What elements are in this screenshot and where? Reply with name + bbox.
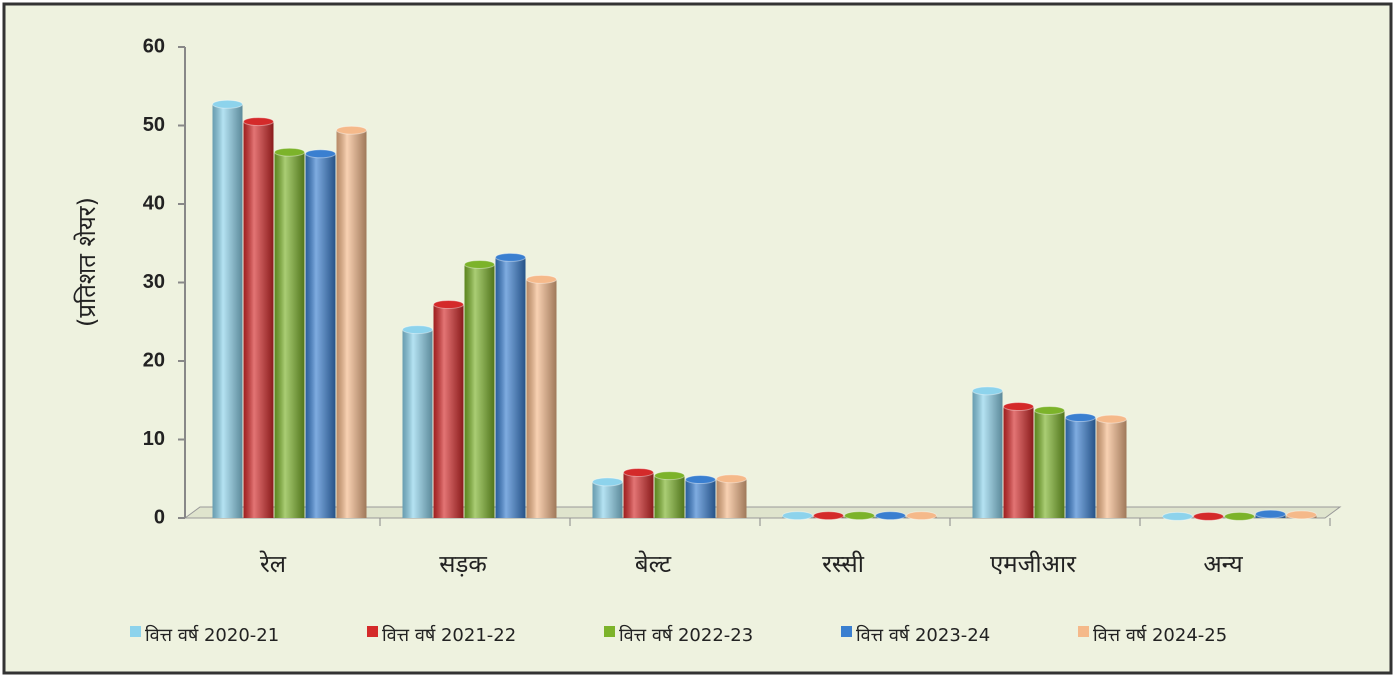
bar-top <box>654 471 685 481</box>
bar-top <box>305 149 336 159</box>
legend-label: वित्त वर्ष 2021-22 <box>382 624 516 646</box>
y-tick-label: 50 <box>143 114 165 136</box>
y-tick-label: 40 <box>143 192 165 214</box>
bar-top <box>1065 413 1096 423</box>
bar-top <box>844 511 875 521</box>
y-tick-label: 10 <box>143 428 165 450</box>
bar-top <box>685 475 716 485</box>
legend-swatch <box>1078 626 1089 637</box>
bar-top <box>1193 511 1224 521</box>
y-tick-label: 60 <box>143 35 165 57</box>
y-tick-label: 20 <box>143 349 165 371</box>
x-tick-label: रस्सी <box>822 550 865 578</box>
bar-shade <box>623 472 654 518</box>
legend-swatch <box>130 626 141 637</box>
x-tick-label: रेल <box>259 550 287 578</box>
bar-top <box>1034 405 1065 415</box>
bar-shade <box>654 475 685 518</box>
legend-swatch <box>604 626 615 637</box>
bar-shade <box>495 257 526 518</box>
legend-label: वित्त वर्ष 2024-25 <box>1093 624 1227 646</box>
bar-top <box>623 467 654 477</box>
bar-shade <box>972 390 1003 518</box>
legend-swatch <box>367 626 378 637</box>
bar-top <box>1255 509 1286 519</box>
bar-top <box>212 99 243 109</box>
bar-shade <box>433 304 464 518</box>
x-tick-label: सड़क <box>439 550 487 578</box>
legend-label: वित्त वर्ष 2022-23 <box>619 624 753 646</box>
bar-shade <box>592 481 623 518</box>
bar-shade <box>526 279 557 518</box>
bar-top <box>526 274 557 284</box>
legend-label: वित्त वर्ष 2023-24 <box>856 624 990 646</box>
bar-shade <box>274 152 305 518</box>
bar-shade <box>212 104 243 519</box>
bar-shade <box>243 121 274 518</box>
bar-shade <box>1003 406 1034 518</box>
bar-shade <box>716 478 747 518</box>
bar-shade <box>1034 410 1065 518</box>
bar-top <box>464 259 495 269</box>
bar-shade <box>336 130 367 518</box>
legend-label: वित्त वर्ष 2020-21 <box>145 624 279 646</box>
x-tick-label: अन्य <box>1203 550 1243 578</box>
bar-top <box>274 147 305 157</box>
legend-swatch <box>841 626 852 637</box>
y-tick-label: 30 <box>143 271 165 293</box>
bar-top <box>1096 414 1127 424</box>
bar-top <box>782 511 813 521</box>
bar-top <box>1162 511 1193 521</box>
y-tick-label: 0 <box>154 506 165 528</box>
bar-shade <box>1096 419 1127 518</box>
bar-top <box>1003 402 1034 412</box>
bar-top <box>875 511 906 521</box>
bar-top <box>336 125 367 135</box>
bar-top <box>813 511 844 521</box>
bar-top <box>243 117 274 127</box>
bar-top <box>495 252 526 262</box>
bar-top <box>1224 511 1255 521</box>
bar-top <box>402 325 433 335</box>
bar-shade <box>402 329 433 518</box>
x-tick-label: एमजीआर <box>990 550 1077 578</box>
bar-top <box>716 474 747 484</box>
bar-top <box>906 511 937 521</box>
bar-top <box>972 386 1003 396</box>
bar-top <box>1286 510 1317 520</box>
bar-shade <box>464 264 495 518</box>
x-tick-label: बेल्ट <box>635 550 672 578</box>
bar-top <box>592 477 623 487</box>
bar-top <box>433 299 464 309</box>
bar-shade <box>305 153 336 518</box>
y-axis-label: (प्रतिशत शेयर) <box>73 197 101 327</box>
bar-shade <box>685 479 716 518</box>
bar-shade <box>1065 417 1096 518</box>
